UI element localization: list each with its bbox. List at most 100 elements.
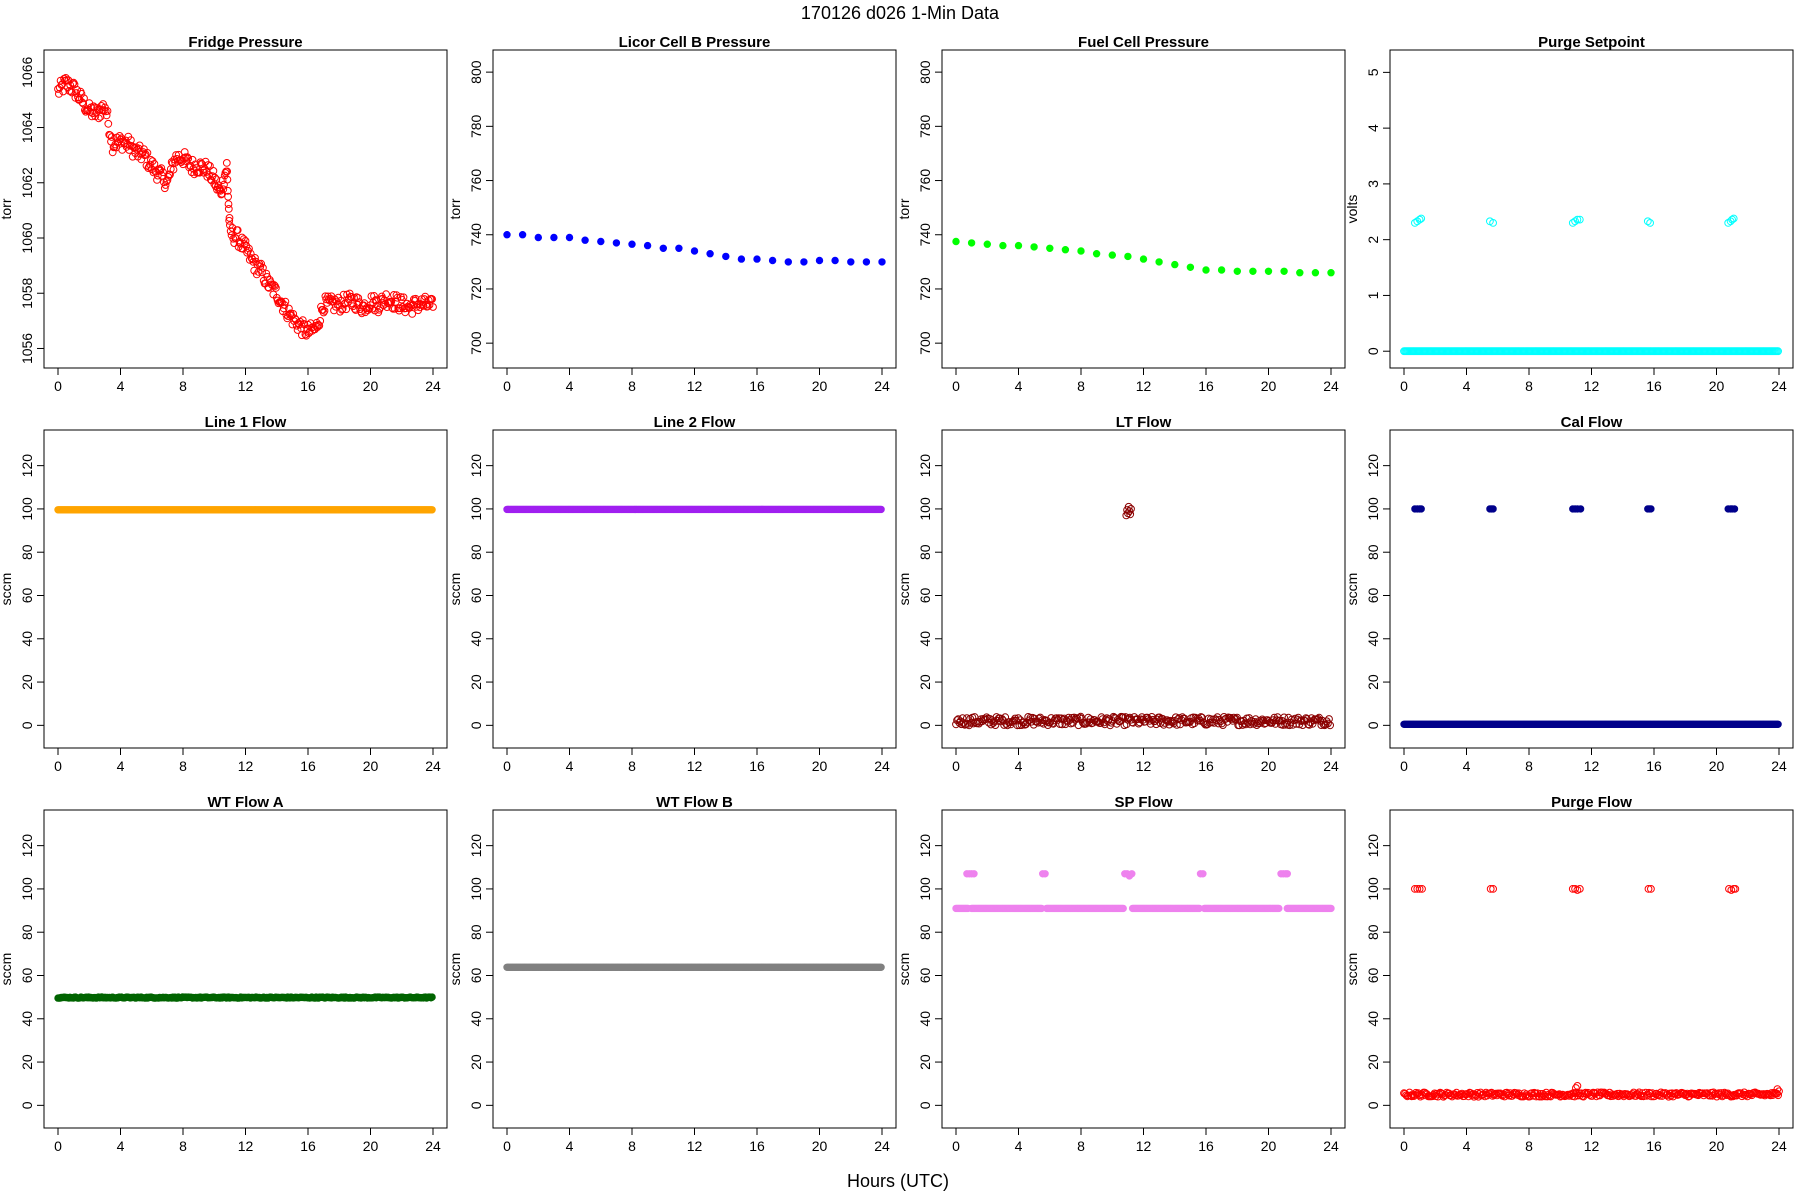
y-tick-label: 0 bbox=[468, 1101, 484, 1109]
data-point bbox=[399, 293, 408, 302]
y-tick-label: 40 bbox=[468, 631, 484, 647]
data-point bbox=[143, 149, 152, 157]
y-tick-label: 1064 bbox=[19, 112, 35, 143]
figure-x-axis-label: Hours (UTC) bbox=[847, 1171, 949, 1191]
x-tick-label: 16 bbox=[300, 378, 316, 394]
data-marks bbox=[1400, 885, 1783, 1101]
x-tick-label: 8 bbox=[628, 758, 636, 774]
y-tick-label: 720 bbox=[917, 277, 933, 301]
y-axis-label: sccm bbox=[0, 573, 14, 606]
data-point bbox=[991, 721, 1000, 729]
chart-panel: Licor Cell B Pressure 0 4 8 12 16 20 24 700 720 74… bbox=[447, 34, 897, 394]
data-point bbox=[204, 161, 213, 169]
y-tick-label: 780 bbox=[468, 114, 484, 138]
data-point bbox=[831, 256, 839, 265]
data-point bbox=[1173, 721, 1181, 729]
y-tick-label: 2 bbox=[1365, 236, 1381, 244]
x-tick-label: 8 bbox=[1077, 378, 1085, 394]
data-point bbox=[94, 114, 103, 123]
data-point bbox=[157, 164, 166, 173]
data-point bbox=[597, 237, 605, 246]
x-tick-label: 16 bbox=[749, 378, 765, 394]
x-tick-label: 16 bbox=[300, 758, 316, 774]
plot-frame bbox=[43, 49, 448, 369]
y-axis-label: sccm bbox=[896, 953, 912, 986]
data-point bbox=[1573, 215, 1582, 224]
x-tick-label: 20 bbox=[1709, 758, 1725, 774]
data-point bbox=[428, 295, 437, 304]
data-point bbox=[127, 142, 136, 150]
data-point bbox=[612, 239, 621, 247]
x-tick-label: 24 bbox=[425, 758, 441, 774]
data-point bbox=[397, 295, 406, 304]
plot-frame bbox=[941, 429, 1346, 749]
data-point bbox=[1200, 719, 1209, 728]
x-tick-label: 12 bbox=[238, 1138, 254, 1154]
x-tick-label: 12 bbox=[687, 378, 703, 394]
data-point bbox=[1241, 720, 1250, 729]
x-tick-label: 0 bbox=[952, 378, 960, 394]
data-point bbox=[319, 308, 328, 317]
data-point bbox=[958, 714, 967, 722]
data-point bbox=[784, 258, 792, 266]
y-tick-label: 40 bbox=[468, 1011, 484, 1027]
x-tick-label: 12 bbox=[1584, 1138, 1600, 1154]
data-point bbox=[281, 297, 290, 306]
data-point bbox=[1647, 885, 1655, 893]
y-tick-label: 100 bbox=[917, 497, 933, 521]
data-point bbox=[69, 78, 78, 87]
data-point bbox=[737, 255, 746, 263]
data-point bbox=[188, 155, 197, 164]
data-point bbox=[252, 270, 261, 279]
data-point bbox=[382, 290, 391, 299]
data-point bbox=[259, 263, 267, 272]
data-point bbox=[690, 247, 699, 255]
data-point bbox=[357, 309, 366, 318]
data-point bbox=[230, 239, 239, 248]
data-point bbox=[1072, 714, 1081, 722]
data-point bbox=[1327, 904, 1335, 913]
data-point bbox=[225, 214, 234, 222]
x-tick-label: 20 bbox=[812, 758, 828, 774]
x-tick-label: 16 bbox=[1198, 1138, 1214, 1154]
data-point bbox=[581, 236, 589, 244]
x-tick-label: 0 bbox=[503, 1138, 511, 1154]
y-tick-label: 0 bbox=[1365, 1101, 1381, 1109]
panel-title: Line 1 Flow bbox=[205, 414, 287, 431]
data-marks bbox=[503, 505, 885, 514]
data-point bbox=[262, 269, 271, 278]
data-point bbox=[320, 307, 329, 315]
y-tick-label: 700 bbox=[468, 331, 484, 355]
data-point bbox=[1411, 219, 1419, 227]
panel-title: WT Flow B bbox=[656, 794, 733, 811]
data-point bbox=[239, 235, 248, 244]
x-tick-label: 0 bbox=[1400, 758, 1408, 774]
data-point bbox=[423, 302, 432, 311]
data-point bbox=[1647, 505, 1655, 513]
data-point bbox=[103, 107, 112, 115]
data-point bbox=[815, 256, 824, 265]
data-point bbox=[1233, 267, 1242, 275]
data-point bbox=[1327, 269, 1335, 277]
x-tick-label: 12 bbox=[238, 378, 254, 394]
data-point bbox=[1281, 720, 1290, 729]
y-tick-label: 120 bbox=[1365, 454, 1381, 478]
y-tick-label: 80 bbox=[1365, 544, 1381, 560]
data-point bbox=[1571, 1089, 1580, 1097]
data-point bbox=[1061, 246, 1070, 254]
y-tick-label: 800 bbox=[468, 60, 484, 84]
data-point bbox=[1163, 716, 1171, 724]
data-point bbox=[1571, 217, 1579, 226]
data-point bbox=[1609, 1092, 1617, 1100]
data-marks bbox=[54, 506, 436, 514]
chart-panel: Cal Flow 0 4 8 12 16 20 24 0 20 40 60 80 100 120 sccm bbox=[1344, 414, 1794, 774]
x-tick-label: 8 bbox=[1525, 378, 1533, 394]
x-tick-label: 16 bbox=[749, 1138, 765, 1154]
data-point bbox=[107, 133, 116, 141]
x-tick-label: 16 bbox=[300, 1138, 316, 1154]
plot-frame bbox=[1389, 809, 1794, 1129]
y-tick-label: 80 bbox=[468, 924, 484, 940]
y-tick-label: 60 bbox=[468, 967, 484, 983]
data-point bbox=[1486, 885, 1495, 893]
